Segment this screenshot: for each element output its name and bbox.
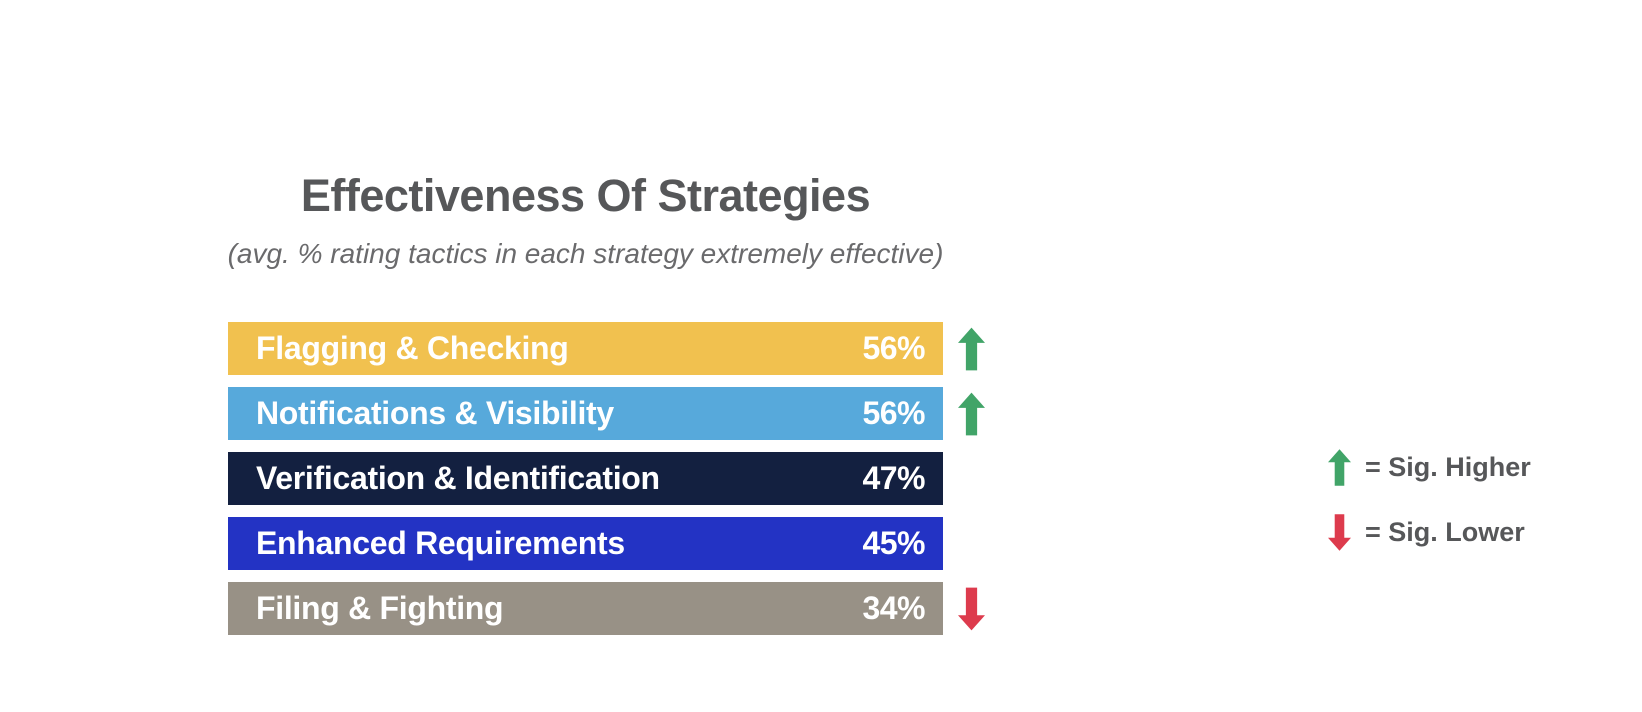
bar-value: 47% [862, 460, 925, 496]
up-arrow-icon [1328, 446, 1351, 489]
bar-row-enhanced-requirements: Enhanced Requirements 45% [228, 517, 985, 570]
legend-label: = Sig. Lower [1365, 517, 1525, 547]
bar-row-notifications-visibility: Notifications & Visibility 56% [228, 387, 985, 440]
legend: = Sig. Higher = Sig. Lower [1328, 446, 1531, 576]
chart-subtitle: (avg. % rating tactics in each strategy … [227, 238, 944, 269]
bar-flagging-checking: Flagging & Checking 56% [228, 322, 943, 375]
bar-row-verification-identification: Verification & Identification 47% [228, 452, 985, 505]
legend-row-sig-higher: = Sig. Higher [1328, 446, 1531, 489]
bar-label: Verification & Identification [256, 460, 660, 496]
bar-verification-identification: Verification & Identification 47% [228, 452, 943, 505]
bar-value: 45% [862, 525, 925, 561]
bar-row-filing-fighting: Filing & Fighting 34% [228, 582, 985, 635]
legend-label: = Sig. Higher [1365, 452, 1531, 482]
bar-filing-fighting: Filing & Fighting 34% [228, 582, 943, 635]
chart-title: Effectiveness Of Strategies [300, 170, 871, 221]
bar-value: 56% [862, 395, 925, 431]
bar-label: Notifications & Visibility [256, 395, 614, 431]
bar-label: Enhanced Requirements [256, 525, 625, 561]
bar-row-flagging-checking: Flagging & Checking 56% [228, 322, 985, 375]
bar-label: Flagging & Checking [256, 330, 569, 366]
up-arrow-icon [958, 392, 985, 436]
bar-value: 56% [862, 330, 925, 366]
bar-enhanced-requirements: Enhanced Requirements 45% [228, 517, 943, 570]
up-arrow-icon [958, 327, 985, 371]
bar-value: 34% [862, 590, 925, 626]
bar-label: Filing & Fighting [256, 590, 504, 626]
legend-row-sig-lower: = Sig. Lower [1328, 511, 1531, 554]
down-arrow-icon [958, 587, 985, 631]
down-arrow-icon [1328, 511, 1351, 554]
bar-notifications-visibility: Notifications & Visibility 56% [228, 387, 943, 440]
